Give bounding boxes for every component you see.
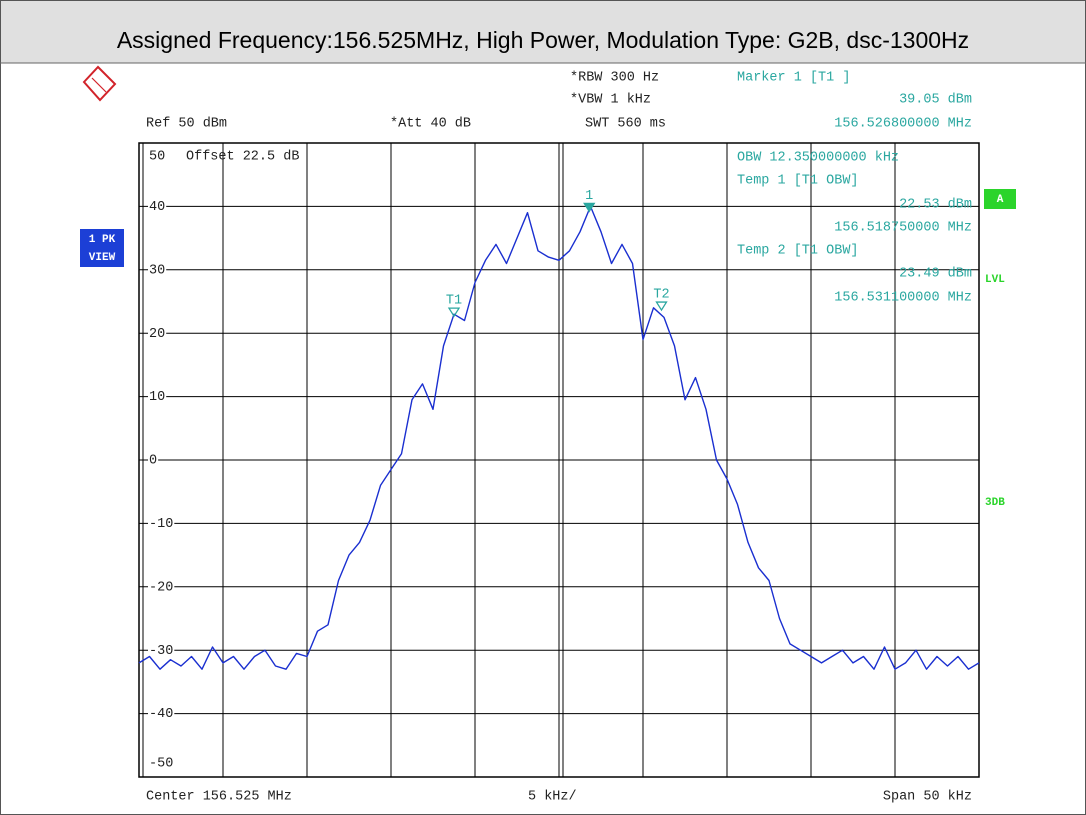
marker-label: 1 — [585, 189, 593, 204]
rbw: *RBW 300 Hz — [570, 71, 659, 86]
temp1-freq: 156.518750000 MHz — [834, 221, 972, 236]
title-bar — [1, 1, 1085, 63]
span: Span 50 kHz — [883, 790, 972, 805]
y-tick-label: 20 — [149, 327, 165, 342]
swt: SWT 560 ms — [585, 117, 666, 132]
y-tick-label: 10 — [149, 390, 165, 405]
marker-label: T2 — [653, 288, 669, 303]
attenuation: *Att 40 dB — [390, 117, 471, 132]
label-bg — [148, 516, 175, 532]
marker — [583, 202, 596, 213]
label-bg — [148, 263, 167, 279]
label-bg — [148, 199, 167, 215]
temp1-title: Temp 1 [T1 OBW] — [737, 174, 859, 189]
y-tick-label: -10 — [149, 517, 173, 532]
a-label: A — [997, 194, 1004, 206]
div: 5 kHz/ — [528, 790, 577, 805]
trace-view: VIEW — [89, 252, 116, 264]
plot: 50 40 30 20 10 0 -10 -20 -30 -40 -50 1 T1 T2 — [138, 142, 980, 778]
y-tick-label: -30 — [149, 644, 173, 659]
trace — [138, 205, 980, 670]
y-tick-label: 0 — [149, 454, 157, 469]
temp2-freq: 156.531100000 MHz — [834, 291, 972, 306]
trace-mode: 1 PK — [89, 234, 116, 246]
y-tick-label: 50 — [149, 150, 165, 165]
temp2-level: 23.49 dBm — [899, 267, 972, 282]
offset: Offset 22.5 dB — [186, 150, 299, 165]
ref-level: Ref 50 dBm — [146, 117, 227, 132]
marker-freq: 156.526800000 MHz — [834, 117, 972, 132]
chart-title: Assigned Frequency:156.525MHz, High Powe… — [117, 27, 969, 53]
logo — [82, 65, 117, 102]
marker-label: T1 — [446, 294, 462, 309]
y-tick-label: 40 — [149, 200, 165, 215]
vbw: *VBW 1 kHz — [570, 93, 651, 108]
marker-level: 39.05 dBm — [899, 93, 972, 108]
label-bg — [148, 580, 175, 596]
marker-title: Marker 1 [T1 ] — [737, 71, 850, 86]
center-freq: Center 156.525 MHz — [146, 790, 292, 805]
label-bg — [148, 453, 159, 469]
marker — [447, 307, 461, 318]
3db-label: 3DB — [985, 497, 1005, 509]
lvl-label: LVL — [985, 274, 1005, 286]
label-bg — [148, 643, 175, 659]
trace-badge — [80, 229, 124, 267]
a-badge — [984, 189, 1016, 209]
y-tick-label: -20 — [149, 580, 173, 595]
y-tick-label: -40 — [149, 707, 173, 722]
obw: OBW 12.350000000 kHz — [737, 151, 899, 166]
y-tick-label: 30 — [149, 263, 165, 278]
temp2-title: Temp 2 [T1 OBW] — [737, 244, 859, 259]
label-bg — [148, 390, 167, 406]
plot-frame — [138, 142, 980, 778]
y-tick-label: -50 — [149, 757, 173, 772]
label-bg — [148, 326, 167, 342]
label-bg — [148, 707, 175, 723]
marker — [655, 301, 668, 312]
temp1-level: 22.53 dBm — [899, 198, 972, 213]
